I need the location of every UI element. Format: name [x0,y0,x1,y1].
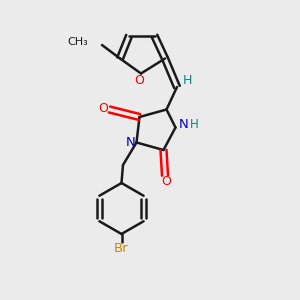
Text: Br: Br [114,242,129,255]
Text: O: O [162,175,171,188]
Text: H: H [190,118,199,131]
Text: N: N [179,118,189,131]
Text: H: H [183,74,192,88]
Text: O: O [135,74,144,87]
Text: N: N [126,136,136,149]
Text: CH₃: CH₃ [68,37,88,47]
Text: O: O [98,101,108,115]
